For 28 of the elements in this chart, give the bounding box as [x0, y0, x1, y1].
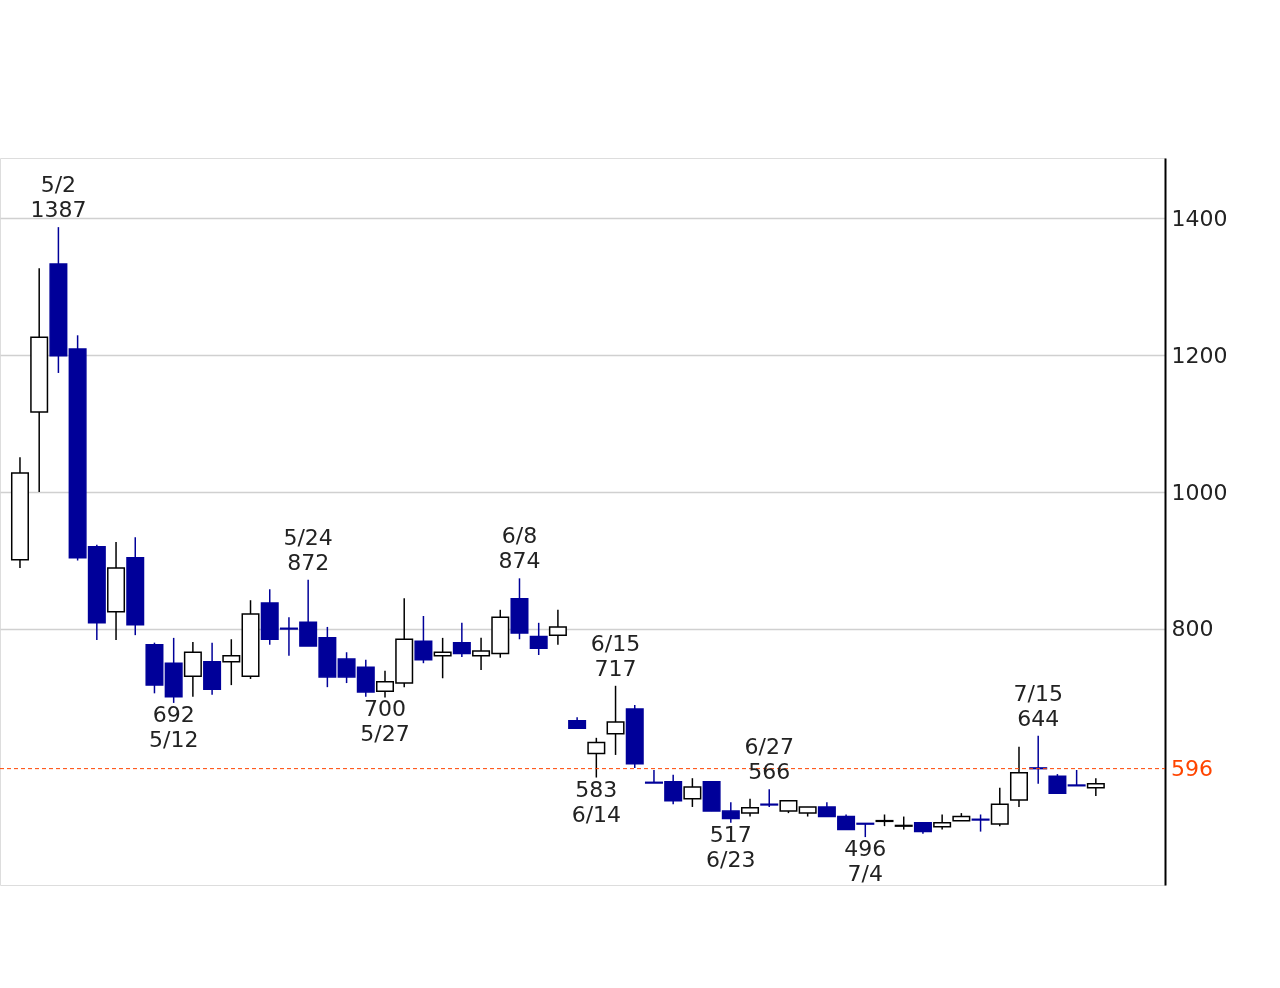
candlestick — [222, 638, 241, 686]
candlestick — [683, 777, 702, 808]
annotation: 6/15 717 — [590, 630, 641, 681]
annotation: 496 7/4 — [844, 836, 887, 887]
candlestick — [183, 641, 202, 698]
y-tick-label: 1200 — [1171, 342, 1228, 368]
y-tick-label: 800 — [1171, 616, 1214, 642]
annotation: 700 5/27 — [360, 696, 410, 747]
candlestick — [529, 622, 548, 656]
annotation: 7/15 644 — [1013, 680, 1063, 731]
annotation: 5/2 1387 — [30, 172, 87, 223]
candlestick — [990, 787, 1009, 827]
annotation: 517 6/23 — [706, 821, 756, 872]
annotation: 5/24 872 — [283, 524, 333, 575]
annotation: 692 5/12 — [148, 701, 199, 752]
candlestick — [414, 615, 433, 664]
candlestick — [452, 622, 471, 658]
candlestick — [1048, 773, 1067, 795]
y-tick-label: 1400 — [1171, 205, 1228, 231]
annotation: 6/27 566 — [744, 734, 794, 785]
ref-line-label: 596 — [1171, 755, 1213, 781]
annotation: 6/8 874 — [498, 523, 541, 574]
candlestick — [760, 788, 779, 808]
candlestick — [548, 609, 567, 646]
y-tick-label: 1000 — [1171, 479, 1228, 505]
candlestick — [606, 685, 625, 756]
annotation: 583 6/14 — [571, 776, 622, 827]
candlestick — [587, 737, 606, 779]
